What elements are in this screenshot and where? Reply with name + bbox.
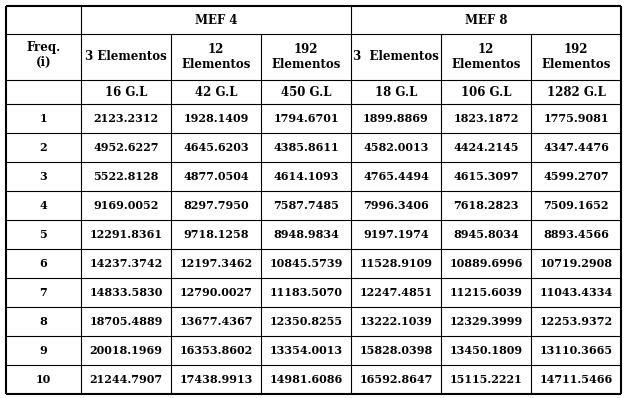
Text: 12
Elementos: 12 Elementos xyxy=(452,43,521,71)
Text: 4877.0504: 4877.0504 xyxy=(183,171,249,182)
Text: 21244.7907: 21244.7907 xyxy=(90,374,163,385)
Text: 4424.2145: 4424.2145 xyxy=(453,142,519,153)
Text: 20018.1969: 20018.1969 xyxy=(90,345,163,356)
Text: 7996.3406: 7996.3406 xyxy=(363,200,429,211)
Text: 12790.0027: 12790.0027 xyxy=(179,287,252,298)
Text: 8297.7950: 8297.7950 xyxy=(183,200,249,211)
Text: 8948.9834: 8948.9834 xyxy=(273,229,339,240)
Text: 1928.1409: 1928.1409 xyxy=(183,113,249,124)
Text: 106 G.L: 106 G.L xyxy=(460,86,511,98)
Text: 6: 6 xyxy=(39,258,47,269)
Text: 8945.8034: 8945.8034 xyxy=(453,229,519,240)
Text: 16592.8647: 16592.8647 xyxy=(359,374,432,385)
Text: 12350.8255: 12350.8255 xyxy=(270,316,343,327)
Text: 192
Elementos: 192 Elementos xyxy=(541,43,611,71)
Text: 11528.9109: 11528.9109 xyxy=(359,258,432,269)
Text: 8: 8 xyxy=(39,316,47,327)
Text: 17438.9913: 17438.9913 xyxy=(179,374,252,385)
Text: 4614.1093: 4614.1093 xyxy=(273,171,339,182)
Text: 1823.1872: 1823.1872 xyxy=(453,113,519,124)
Text: 4582.0013: 4582.0013 xyxy=(363,142,429,153)
Text: 12291.8361: 12291.8361 xyxy=(90,229,163,240)
Text: 4: 4 xyxy=(39,200,47,211)
Text: 1775.9081: 1775.9081 xyxy=(543,113,609,124)
Text: Freq.
(i): Freq. (i) xyxy=(26,41,60,69)
Text: 4952.6227: 4952.6227 xyxy=(93,142,159,153)
Text: 3  Elementos: 3 Elementos xyxy=(353,51,439,64)
Text: 4765.4494: 4765.4494 xyxy=(363,171,429,182)
Text: 2123.2312: 2123.2312 xyxy=(93,113,158,124)
Text: 5522.8128: 5522.8128 xyxy=(93,171,159,182)
Text: 10845.5739: 10845.5739 xyxy=(269,258,343,269)
Text: 4599.2707: 4599.2707 xyxy=(543,171,609,182)
Text: 4645.6203: 4645.6203 xyxy=(183,142,249,153)
Text: 11183.5070: 11183.5070 xyxy=(270,287,343,298)
Text: 11043.4334: 11043.4334 xyxy=(539,287,612,298)
Text: 12
Elementos: 12 Elementos xyxy=(181,43,251,71)
Text: 14711.5466: 14711.5466 xyxy=(539,374,612,385)
Text: 7587.7485: 7587.7485 xyxy=(273,200,339,211)
Text: 10889.6996: 10889.6996 xyxy=(449,258,523,269)
Text: 4347.4476: 4347.4476 xyxy=(543,142,609,153)
Text: 13110.3665: 13110.3665 xyxy=(539,345,612,356)
Text: 18705.4889: 18705.4889 xyxy=(89,316,163,327)
Text: MEF 8: MEF 8 xyxy=(465,14,508,27)
Text: 8893.4566: 8893.4566 xyxy=(543,229,609,240)
Text: 7509.1652: 7509.1652 xyxy=(543,200,609,211)
Text: 1899.8869: 1899.8869 xyxy=(363,113,429,124)
Text: 10: 10 xyxy=(36,374,51,385)
Text: 12247.4851: 12247.4851 xyxy=(359,287,432,298)
Text: 4385.8611: 4385.8611 xyxy=(273,142,339,153)
Text: 13222.1039: 13222.1039 xyxy=(359,316,432,327)
Text: 15115.2221: 15115.2221 xyxy=(450,374,522,385)
Text: 2: 2 xyxy=(39,142,47,153)
Text: 42 G.L: 42 G.L xyxy=(195,86,237,98)
Text: 192
Elementos: 192 Elementos xyxy=(272,43,341,71)
Text: 13354.0013: 13354.0013 xyxy=(270,345,343,356)
Text: 7618.2823: 7618.2823 xyxy=(453,200,519,211)
Text: 13450.1809: 13450.1809 xyxy=(450,345,523,356)
Text: 1794.6701: 1794.6701 xyxy=(273,113,339,124)
Text: 9718.1258: 9718.1258 xyxy=(183,229,249,240)
Text: 15828.0398: 15828.0398 xyxy=(359,345,432,356)
Text: 3 Elementos: 3 Elementos xyxy=(85,51,167,64)
Text: 12197.3462: 12197.3462 xyxy=(179,258,252,269)
Text: 1282 G.L: 1282 G.L xyxy=(546,86,605,98)
Text: 9197.1974: 9197.1974 xyxy=(363,229,429,240)
Text: 1: 1 xyxy=(39,113,47,124)
Text: 16353.8602: 16353.8602 xyxy=(179,345,252,356)
Text: 9169.0052: 9169.0052 xyxy=(93,200,159,211)
Text: 18 G.L: 18 G.L xyxy=(375,86,417,98)
Text: 3: 3 xyxy=(39,171,47,182)
Text: 14237.3742: 14237.3742 xyxy=(90,258,163,269)
Text: 13677.4367: 13677.4367 xyxy=(179,316,252,327)
Text: 11215.6039: 11215.6039 xyxy=(450,287,523,298)
Text: 450 G.L: 450 G.L xyxy=(280,86,331,98)
Text: 9: 9 xyxy=(39,345,47,356)
Text: 10719.2908: 10719.2908 xyxy=(539,258,612,269)
Text: 12329.3999: 12329.3999 xyxy=(450,316,523,327)
Text: 12253.9372: 12253.9372 xyxy=(539,316,612,327)
Text: 4615.3097: 4615.3097 xyxy=(453,171,519,182)
Text: 14833.5830: 14833.5830 xyxy=(89,287,163,298)
Text: 7: 7 xyxy=(39,287,47,298)
Text: MEF 4: MEF 4 xyxy=(195,14,237,27)
Text: 5: 5 xyxy=(39,229,47,240)
Text: 14981.6086: 14981.6086 xyxy=(270,374,343,385)
Text: 16 G.L: 16 G.L xyxy=(105,86,147,98)
